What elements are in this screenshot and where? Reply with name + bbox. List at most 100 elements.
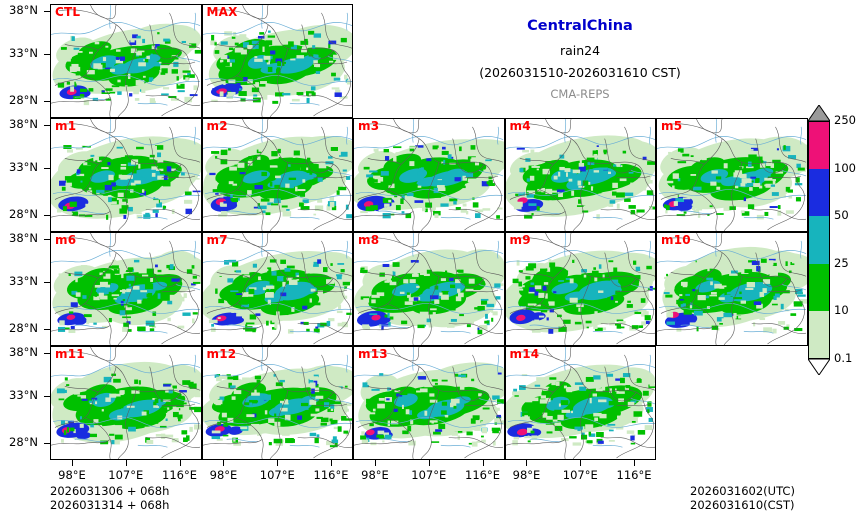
panel-label-m3: m3	[358, 119, 380, 133]
longitude-label: 116°E	[616, 468, 652, 482]
colorbar-band-1	[809, 169, 829, 217]
panel-label-m12: m12	[206, 347, 237, 361]
colorbar-band-4	[809, 310, 829, 358]
latitude-tick	[44, 10, 50, 12]
panel-label-m7: m7	[206, 233, 228, 247]
latitude-tick	[44, 215, 50, 217]
longitude-label: 116°E	[465, 468, 501, 482]
longitude-label: 116°E	[313, 468, 349, 482]
map-panel-m13[interactable]: m13	[353, 346, 505, 460]
latitude-label: 28°N	[9, 207, 38, 222]
latitude-tick	[44, 395, 50, 397]
colorbar-band-3	[809, 263, 829, 311]
map-panel-max[interactable]: MAX	[201, 4, 353, 118]
latitude-tick	[44, 238, 50, 240]
map-panel-ctl[interactable]: CTL	[50, 4, 202, 118]
latitude-label: 28°N	[9, 93, 38, 108]
map-panel-m14[interactable]: m14	[504, 346, 656, 460]
title-block: CentralChina rain24 (2026031510-20260316…	[430, 18, 730, 101]
colorbar-tick-label: 10	[834, 303, 849, 318]
map-panel-m8[interactable]: m8	[353, 232, 505, 346]
panel-label-m5: m5	[661, 119, 683, 133]
panel-label-m6: m6	[55, 233, 77, 247]
longitude-tick	[179, 460, 181, 466]
latitude-tick	[44, 352, 50, 354]
latitude-tick	[44, 124, 50, 126]
longitude-tick	[634, 460, 636, 466]
latitude-tick	[44, 53, 50, 55]
longitude-tick	[331, 460, 333, 466]
longitude-tick	[374, 460, 376, 466]
longitude-tick	[580, 460, 582, 466]
chart-variable-label: rain24	[559, 43, 601, 58]
panel-label-m2: m2	[206, 119, 228, 133]
panel-label-m4: m4	[509, 119, 531, 133]
latitude-tick	[44, 167, 50, 169]
latitude-label: 38°N	[9, 230, 38, 245]
longitude-label: 116°E	[162, 468, 198, 482]
panel-label-m14: m14	[509, 347, 540, 361]
colorbar-bands	[808, 121, 830, 359]
map-panel-m4[interactable]: m4	[504, 118, 656, 232]
footer-right-line1: 2026031602(UTC)	[690, 484, 795, 498]
map-panel-m2[interactable]: m2	[201, 118, 353, 232]
colorbar-tick-label: 100	[834, 160, 856, 175]
longitude-label: 98°E	[209, 468, 238, 482]
footer-right: 2026031602(UTC) 2026031610(CST)	[690, 484, 795, 512]
panel-label-m1: m1	[55, 119, 77, 133]
latitude-label: 33°N	[9, 159, 38, 174]
latitude-label: 33°N	[9, 45, 38, 60]
longitude-label: 107°E	[259, 468, 295, 482]
panel-label-max: MAX	[206, 5, 238, 19]
footer-right-line2: 2026031610(CST)	[690, 498, 795, 512]
longitude-tick	[277, 460, 279, 466]
footer-left-line2: 2026031314 + 068h	[50, 498, 170, 512]
latitude-label: 33°N	[9, 387, 38, 402]
latitude-label: 28°N	[9, 321, 38, 336]
latitude-label: 38°N	[9, 116, 38, 131]
footer-left: 2026031306 + 068h 2026031314 + 068h	[50, 484, 169, 512]
map-panel-m9[interactable]: m9	[504, 232, 656, 346]
panel-label-m11: m11	[55, 347, 85, 361]
chart-model-label: CMA-REPS	[550, 87, 610, 101]
chart-region-title: CentralChina	[527, 18, 633, 34]
chart-period-label: (2026031510-2026031610 CST)	[479, 65, 681, 80]
colorbar-tick-label: 50	[834, 208, 849, 223]
longitude-tick	[482, 460, 484, 466]
latitude-label: 28°N	[9, 435, 38, 450]
colorbar-tick-label: 25	[834, 255, 849, 270]
map-panel-m10[interactable]: m10	[656, 232, 808, 346]
colorbar-band-0	[809, 122, 829, 170]
longitude-tick	[71, 460, 73, 466]
longitude-tick	[125, 460, 127, 466]
longitude-tick	[223, 460, 225, 466]
map-panel-m1[interactable]: m1	[50, 118, 202, 232]
latitude-tick	[44, 101, 50, 103]
latitude-tick	[44, 443, 50, 445]
longitude-label: 98°E	[361, 468, 389, 482]
colorbar-bottom-arrow-icon	[808, 359, 830, 375]
map-panel-m12[interactable]: m12	[201, 346, 353, 460]
longitude-label: 98°E	[58, 468, 86, 482]
longitude-label: 107°E	[411, 468, 447, 482]
latitude-label: 33°N	[9, 273, 38, 288]
footer-left-line1: 2026031306 + 068h	[50, 484, 170, 498]
map-panel-m11[interactable]: m11	[50, 346, 202, 460]
panel-label-m8: m8	[358, 233, 380, 247]
map-panel-m7[interactable]: m7	[201, 232, 353, 346]
longitude-label: 98°E	[512, 468, 541, 482]
panel-label-m10: m10	[661, 233, 691, 247]
latitude-tick	[44, 329, 50, 331]
longitude-label: 107°E	[108, 468, 144, 482]
colorbar-tick-label: 0.1	[834, 351, 853, 365]
panel-label-ctl: CTL	[55, 5, 81, 19]
colorbar-top-arrow-icon	[808, 105, 830, 121]
map-panel-m6[interactable]: m6	[50, 232, 202, 346]
longitude-tick	[526, 460, 528, 466]
map-panel-m3[interactable]: m3	[353, 118, 505, 232]
panel-label-m9: m9	[509, 233, 531, 247]
longitude-tick	[428, 460, 430, 466]
latitude-label: 38°N	[9, 2, 38, 17]
map-panel-m5[interactable]: m5	[656, 118, 808, 232]
panel-label-m13: m13	[358, 347, 388, 361]
